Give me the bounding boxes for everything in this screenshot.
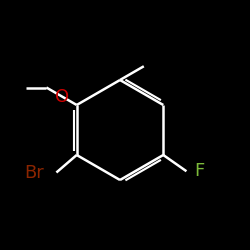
Text: F: F [194, 162, 204, 180]
Text: Br: Br [24, 164, 44, 182]
Text: O: O [55, 88, 69, 106]
